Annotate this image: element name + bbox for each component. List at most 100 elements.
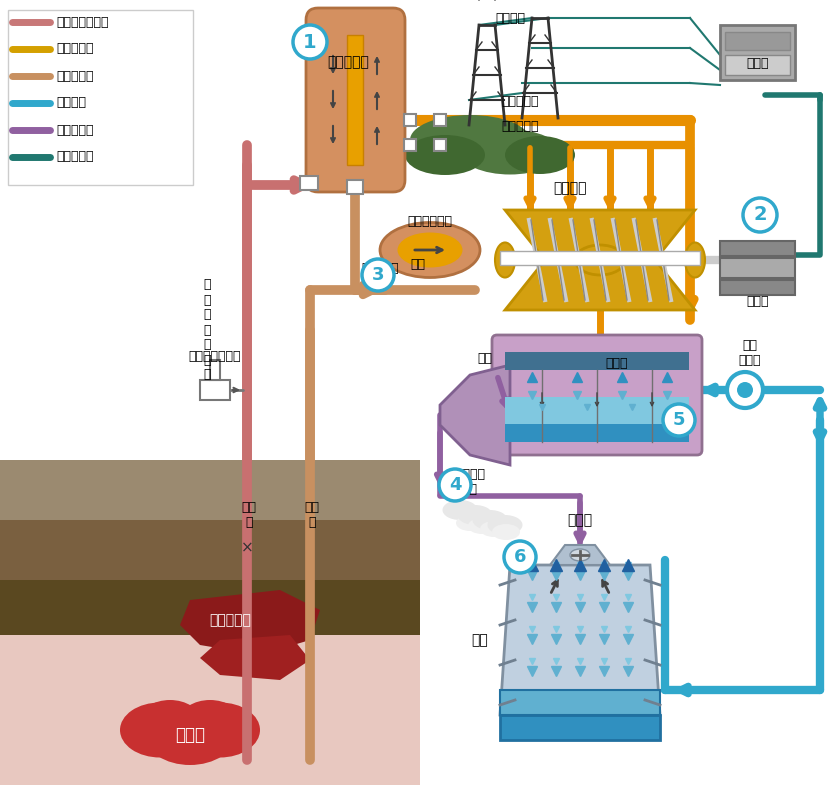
Ellipse shape (145, 705, 235, 765)
Bar (505, 397, 689, 442)
Text: 二
相
流
体
輸
送
管: 二 相 流 体 輸 送 管 (203, 279, 211, 382)
Bar (404, 114, 416, 126)
Text: 杭口サイレサー: 杭口サイレサー (189, 350, 241, 363)
Bar (0, 635, 420, 785)
Ellipse shape (685, 243, 705, 278)
Ellipse shape (140, 700, 200, 740)
Bar (720, 258, 795, 278)
Text: タービン: タービン (554, 181, 587, 195)
Ellipse shape (120, 703, 200, 758)
Bar (404, 139, 416, 151)
Text: 空気: 空気 (471, 633, 488, 647)
Ellipse shape (570, 549, 590, 561)
Ellipse shape (505, 136, 575, 174)
Text: 3: 3 (372, 266, 384, 284)
Ellipse shape (380, 222, 480, 278)
Circle shape (727, 372, 763, 408)
Ellipse shape (495, 243, 515, 278)
Bar (720, 280, 795, 295)
Circle shape (743, 198, 777, 232)
Ellipse shape (468, 518, 496, 534)
Polygon shape (505, 210, 695, 260)
Text: ×: × (240, 541, 254, 556)
Ellipse shape (460, 130, 560, 174)
Bar (300, 176, 318, 190)
Bar (8, 10, 193, 185)
Text: 1: 1 (303, 32, 317, 52)
Ellipse shape (575, 245, 625, 275)
Text: 4: 4 (449, 476, 461, 494)
Text: 発電機: 発電機 (747, 295, 769, 308)
Ellipse shape (443, 500, 477, 520)
Bar (505, 352, 689, 370)
Text: １次蒸気管: １次蒸気管 (501, 95, 538, 108)
Bar (720, 25, 795, 80)
Bar (500, 715, 660, 740)
Text: 蒸気の流れ: 蒸気の流れ (56, 42, 93, 56)
Circle shape (504, 541, 536, 573)
Text: 冷却塔: 冷却塔 (568, 513, 592, 527)
Bar (210, 360, 220, 380)
Ellipse shape (456, 515, 484, 531)
FancyBboxPatch shape (306, 8, 405, 192)
Polygon shape (500, 565, 660, 715)
Polygon shape (505, 260, 695, 310)
Bar (434, 139, 446, 151)
Ellipse shape (458, 505, 492, 525)
Text: ガス: ガス (477, 352, 492, 364)
Text: 電気の流れ: 電気の流れ (56, 151, 93, 163)
Text: 熱水の流れ: 熱水の流れ (56, 70, 93, 82)
Ellipse shape (480, 521, 508, 537)
Text: 送電鉄塔: 送電鉄塔 (495, 12, 525, 25)
Polygon shape (180, 590, 320, 655)
Text: 蒸気
井: 蒸気 井 (242, 501, 256, 529)
Text: ガスの流れ: ガスの流れ (56, 123, 93, 137)
Circle shape (737, 382, 753, 398)
Polygon shape (0, 520, 420, 580)
Text: 変圧器: 変圧器 (747, 57, 769, 70)
Polygon shape (440, 365, 510, 465)
Bar (347, 35, 363, 165)
Circle shape (293, 25, 327, 59)
Text: 二相流体の流れ: 二相流体の流れ (56, 16, 108, 28)
Text: 気水分離器: 気水分離器 (327, 55, 369, 69)
Text: 2: 2 (753, 206, 767, 225)
Ellipse shape (180, 703, 260, 758)
Text: 還元
井: 還元 井 (305, 501, 319, 529)
Text: マグマ: マグマ (175, 726, 205, 744)
Text: 5: 5 (673, 411, 685, 429)
Circle shape (362, 259, 394, 291)
Ellipse shape (492, 524, 520, 540)
Polygon shape (550, 545, 610, 565)
Bar (347, 180, 363, 194)
Bar (505, 424, 689, 442)
Text: 復水器: 復水器 (606, 357, 628, 370)
Text: 地熱貯留層: 地熱貯留層 (209, 613, 251, 627)
Ellipse shape (180, 700, 240, 740)
Bar (725, 55, 790, 75)
Text: 水の流れ: 水の流れ (56, 97, 86, 109)
Bar (434, 114, 446, 126)
Ellipse shape (410, 115, 530, 165)
Bar (200, 380, 230, 400)
Circle shape (439, 469, 471, 501)
Ellipse shape (405, 135, 485, 175)
Bar (720, 241, 795, 256)
Bar (725, 32, 790, 50)
Circle shape (663, 404, 695, 436)
Text: ガス抽出
装置: ガス抽出 装置 (455, 468, 485, 496)
Bar (500, 690, 660, 715)
Ellipse shape (472, 510, 507, 530)
Polygon shape (200, 635, 310, 680)
FancyBboxPatch shape (492, 335, 702, 455)
Text: 6: 6 (514, 548, 526, 566)
Polygon shape (0, 580, 420, 635)
Polygon shape (0, 460, 420, 520)
Ellipse shape (487, 515, 522, 535)
Text: ２次蒸気管: ２次蒸気管 (501, 120, 538, 133)
Text: ガス: ガス (410, 258, 425, 272)
Text: 温水
ポンプ: 温水 ポンプ (738, 339, 761, 367)
Text: フラッシャー: フラッシャー (407, 215, 453, 228)
Ellipse shape (397, 232, 463, 268)
Bar (0, 460, 420, 468)
